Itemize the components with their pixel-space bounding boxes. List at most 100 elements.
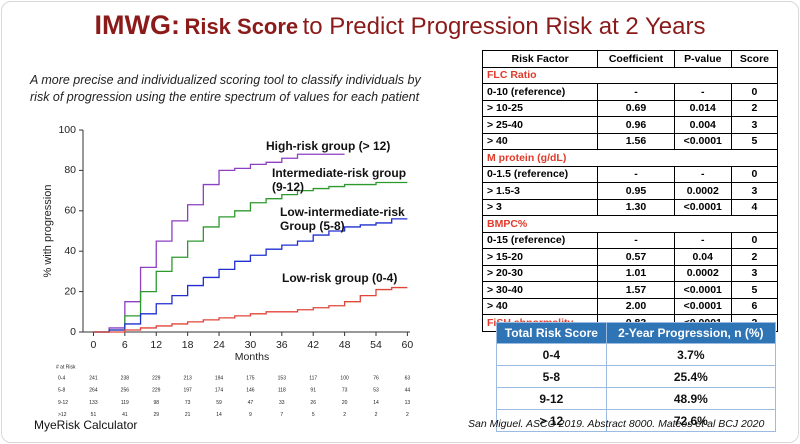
at-risk-count: 175 xyxy=(246,375,255,381)
table-cell: <0.0001 xyxy=(673,132,732,150)
at-risk-count: 33 xyxy=(279,400,285,406)
chart: % with progression Months # at Risk 0204… xyxy=(42,124,413,418)
section-row: BMPC% xyxy=(482,215,778,233)
table-cell: 0.69 xyxy=(597,99,675,117)
section-title: BMPC% xyxy=(482,215,778,233)
header-cell: Risk Factor xyxy=(481,50,599,68)
series-label: High-risk group (> 12) xyxy=(266,139,391,153)
series-label: Intermediate-risk group (9-12) xyxy=(272,166,407,194)
table-row: 0-10 (reference) - -0 xyxy=(481,83,779,101)
table-cell: - xyxy=(673,165,732,183)
at-risk-count: 14 xyxy=(373,400,379,406)
table-cell: 4 xyxy=(730,198,779,216)
at-risk-count: 98 xyxy=(153,400,159,406)
at-risk-count: 21 xyxy=(185,412,191,418)
at-risk-group: 9-12 xyxy=(58,400,68,406)
at-risk-count: 229 xyxy=(152,388,161,394)
x-tick-label: 48 xyxy=(339,339,351,351)
table-cell: 5-8 xyxy=(496,365,607,388)
x-tick-label: 12 xyxy=(150,339,162,351)
table-cell: 0 xyxy=(730,231,779,249)
table-cell: - xyxy=(597,231,675,249)
table-cell: 0.96 xyxy=(597,116,675,134)
at-risk-count: 73 xyxy=(185,400,191,406)
table-row: > 40 1.56 <0.0001 5 xyxy=(481,132,779,150)
table-cell: > 1.5-3 xyxy=(481,182,599,200)
table-cell: 5 xyxy=(730,132,779,150)
series-line xyxy=(93,181,408,333)
at-risk-count: 256 xyxy=(121,388,130,394)
table-row: 0-15 (reference) - -0 xyxy=(481,231,779,249)
table-cell: <0.0001 xyxy=(673,297,732,315)
table-cell: 0 xyxy=(730,165,779,183)
table-cell: - xyxy=(673,231,732,249)
at-risk-count: 153 xyxy=(278,375,287,381)
table-row: > 40 2.00 <0.0001 6 xyxy=(481,297,779,315)
table-cell: 1.56 xyxy=(597,132,675,150)
at-risk-count: 53 xyxy=(373,388,379,394)
header-cell: 2-Year Progression, n (%) xyxy=(605,322,777,344)
at-risk-group: 0-4 xyxy=(58,375,65,381)
at-risk-count: 7 xyxy=(280,412,283,418)
table-cell: 3 xyxy=(730,264,779,282)
table-row: > 3 1.30 <0.0001 4 xyxy=(481,198,779,216)
table-row: > 25-40 0.96 0.004 3 xyxy=(481,116,779,134)
at-risk-count: 2 xyxy=(343,412,346,418)
citation: San Miguel. ASCO 2019. Abstract 8000. Ma… xyxy=(468,418,765,430)
table-row: 0-4 3.7% xyxy=(496,343,777,366)
subtitle: A more precise and individualized scorin… xyxy=(30,72,421,106)
header-row: Total Risk Score 2-Year Progression, n (%… xyxy=(496,322,777,344)
table-cell: > 20-30 xyxy=(481,264,599,282)
table-cell: 0-10 (reference) xyxy=(481,83,599,101)
at-risk-count: 2 xyxy=(375,412,378,418)
table-cell: 72.6% xyxy=(605,409,777,432)
x-axis-label: Months xyxy=(235,351,269,363)
header-cell: Coefficient xyxy=(597,50,675,68)
x-tick-label: 18 xyxy=(182,339,194,351)
footer-note: MyeRisk Calculator xyxy=(34,418,138,432)
table-cell: > 25-40 xyxy=(481,116,599,134)
section-title: M protein (g/dL) xyxy=(482,149,778,167)
risk-score-table: Total Risk Score 2-Year Progression, n (%… xyxy=(496,322,777,432)
x-tick-label: 30 xyxy=(245,339,257,351)
table-cell: 0-15 (reference) xyxy=(481,231,599,249)
table-cell: 0.0002 xyxy=(673,182,732,200)
at-risk-label: # at Risk xyxy=(56,364,76,370)
header-cell: P-value xyxy=(673,50,732,68)
table-cell: > 3 xyxy=(481,198,599,216)
at-risk-count: 100 xyxy=(340,375,349,381)
table-cell: <0.0001 xyxy=(673,198,732,216)
table-cell: 1.30 xyxy=(597,198,675,216)
table-row: > 30-40 1.57 <0.0001 5 xyxy=(481,281,779,299)
table-cell: - xyxy=(673,83,732,101)
at-risk-count: 51 xyxy=(91,412,97,418)
x-tick-label: 24 xyxy=(213,339,225,351)
header-row: Risk Factor Coefficient P-value Score xyxy=(481,50,779,68)
at-risk-count: 197 xyxy=(183,388,192,394)
section-row: FLC Ratio xyxy=(482,66,778,84)
at-risk-count: 26 xyxy=(310,400,316,406)
at-risk-count: 41 xyxy=(122,412,128,418)
section-row: M protein (g/dL) xyxy=(482,149,778,167)
at-risk-count: 47 xyxy=(248,400,254,406)
table-cell: <0.0001 xyxy=(673,281,732,299)
at-risk-count: 29 xyxy=(153,412,159,418)
y-tick-label: 60 xyxy=(64,205,76,217)
table-cell: 5 xyxy=(730,281,779,299)
at-risk-count: 118 xyxy=(278,388,286,394)
at-risk-count: 194 xyxy=(215,375,224,381)
x-tick-label: 6 xyxy=(122,339,128,351)
table-cell: 48.9% xyxy=(605,387,777,410)
table-row: > 20-30 1.01 0.0002 3 xyxy=(481,264,779,282)
subtitle-line: risk of progression using the entire spe… xyxy=(30,90,420,104)
at-risk-count: 146 xyxy=(246,388,255,394)
at-risk-count: 20 xyxy=(342,400,348,406)
table-cell: > 15-20 xyxy=(481,248,599,266)
table-cell: > 12 xyxy=(496,409,607,432)
at-risk-group: >12 xyxy=(58,412,67,418)
at-risk-count: 213 xyxy=(183,375,192,381)
at-risk-count: 14 xyxy=(216,412,222,418)
table-cell: > 10-25 xyxy=(481,99,599,117)
